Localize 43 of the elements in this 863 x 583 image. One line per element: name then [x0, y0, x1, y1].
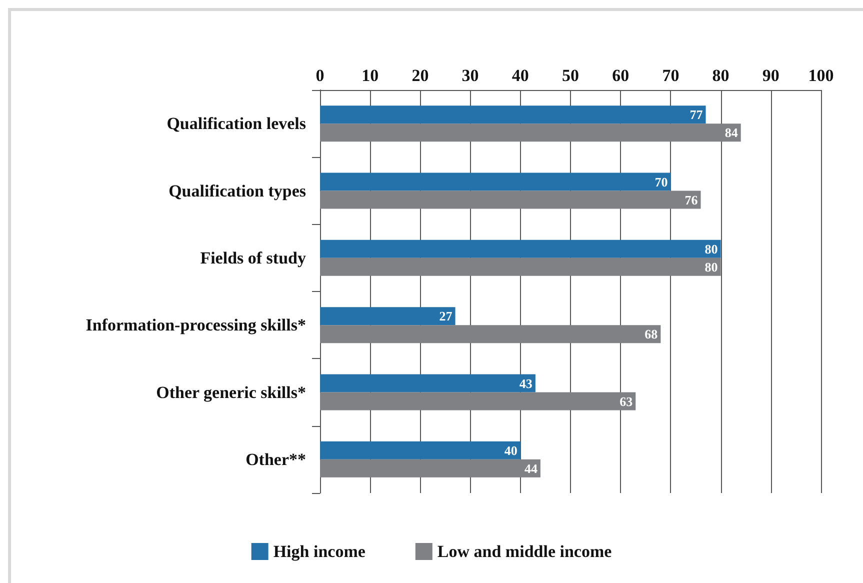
- data-label: 44: [524, 460, 538, 476]
- y-tick-label: Fields of study: [200, 248, 306, 268]
- x-tick-label: 50: [562, 66, 579, 85]
- y-tick-label: Qualification levels: [166, 114, 306, 134]
- data-label: 68: [644, 326, 658, 342]
- x-tick-label: 10: [362, 66, 379, 85]
- x-tick-label: 40: [512, 66, 529, 85]
- bar: [320, 124, 741, 142]
- legend-label: Low and middle income: [437, 542, 612, 561]
- data-label: 63: [620, 394, 634, 409]
- bar: [320, 374, 536, 392]
- bar: [320, 172, 671, 191]
- data-label: 43: [519, 376, 533, 391]
- data-label: 76: [684, 192, 698, 208]
- y-tick-label: Other generic skills*: [156, 382, 306, 402]
- data-label: 80: [704, 241, 718, 256]
- data-label: 84: [724, 125, 738, 140]
- bar: [320, 307, 456, 326]
- data-label: 27: [439, 308, 453, 324]
- x-tick-label: 80: [712, 66, 730, 85]
- bar: [320, 459, 540, 478]
- legend-label: High income: [273, 542, 366, 561]
- x-tick-label: 20: [412, 66, 429, 85]
- x-tick-label: 100: [808, 66, 834, 85]
- bar: [320, 240, 721, 258]
- x-tick-label: 30: [462, 66, 479, 85]
- data-label: 77: [690, 107, 704, 122]
- x-tick-label: 60: [612, 66, 630, 85]
- bar: [320, 190, 701, 209]
- bar: [320, 258, 721, 276]
- data-label: 40: [504, 442, 518, 458]
- data-label: 80: [704, 259, 718, 274]
- y-tick-label: Qualification types: [168, 181, 306, 200]
- x-tick-label: 70: [662, 66, 680, 85]
- x-tick-label: 0: [316, 66, 324, 85]
- bar: [320, 392, 636, 410]
- x-tick-label: 90: [762, 66, 780, 85]
- data-label: 70: [654, 174, 668, 190]
- y-tick-label: Information-processing skills*: [86, 316, 306, 335]
- bar: [320, 441, 520, 460]
- y-tick-label: Other**: [246, 450, 306, 469]
- bar: [320, 106, 706, 124]
- bar: [320, 325, 661, 344]
